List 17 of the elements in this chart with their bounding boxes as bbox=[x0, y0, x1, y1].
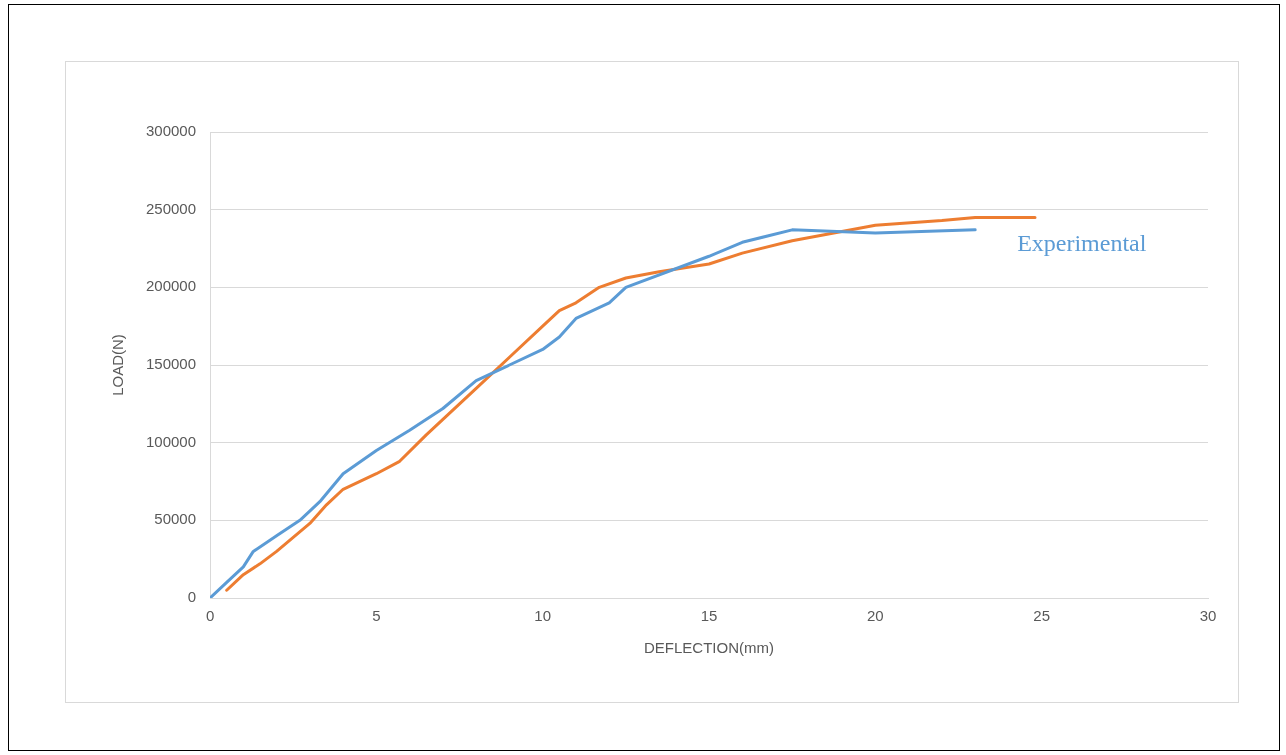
x-tick-label: 20 bbox=[867, 607, 884, 625]
y-tick-label: 100000 bbox=[145, 432, 197, 450]
y-tick-label: 300000 bbox=[145, 122, 197, 140]
y-tick-label: 200000 bbox=[145, 277, 197, 295]
series-label: Experimental bbox=[1017, 230, 1147, 257]
x-tick-label: 5 bbox=[372, 607, 381, 625]
x-tick-label: 0 bbox=[205, 607, 215, 625]
y-tick-label: 250000 bbox=[145, 199, 197, 217]
x-tick-label: 30 bbox=[1199, 607, 1217, 625]
x-tick-label: 25 bbox=[1033, 607, 1051, 625]
x-tick-label: 15 bbox=[700, 607, 718, 625]
y-axis-title: LOAD(N) bbox=[109, 334, 127, 396]
x-tick-label: 10 bbox=[534, 607, 552, 625]
x-axis-title: DEFLECTION(mm) bbox=[644, 639, 775, 657]
y-tick-label: 0 bbox=[187, 588, 197, 606]
y-tick-label: 150000 bbox=[145, 355, 197, 373]
y-tick-label: 50000 bbox=[154, 510, 197, 528]
